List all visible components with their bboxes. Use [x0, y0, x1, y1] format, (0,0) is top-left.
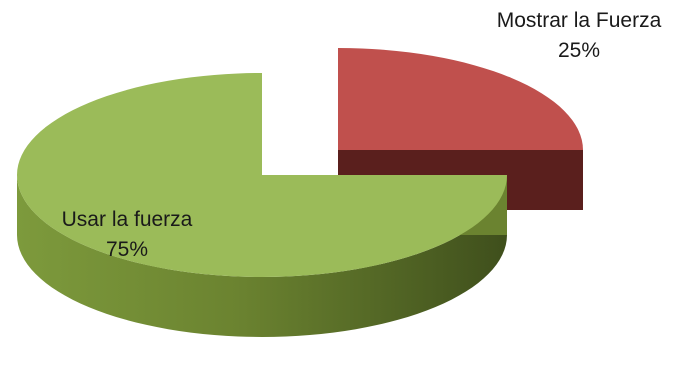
slice-label-usar-la-fuerza: Usar la fuerza: [62, 208, 193, 231]
slice-value-usar-la-fuerza: 75%: [106, 238, 148, 261]
slice-side-usar-la-fuerza-0: [17, 175, 507, 337]
slice-top-mostrar-la-fuerza: [338, 48, 583, 150]
slice-label-mostrar-la-fuerza: Mostrar la Fuerza: [497, 9, 662, 32]
slice-top-usar-la-fuerza: [17, 73, 507, 277]
slice-value-mostrar-la-fuerza: 25%: [558, 39, 600, 62]
